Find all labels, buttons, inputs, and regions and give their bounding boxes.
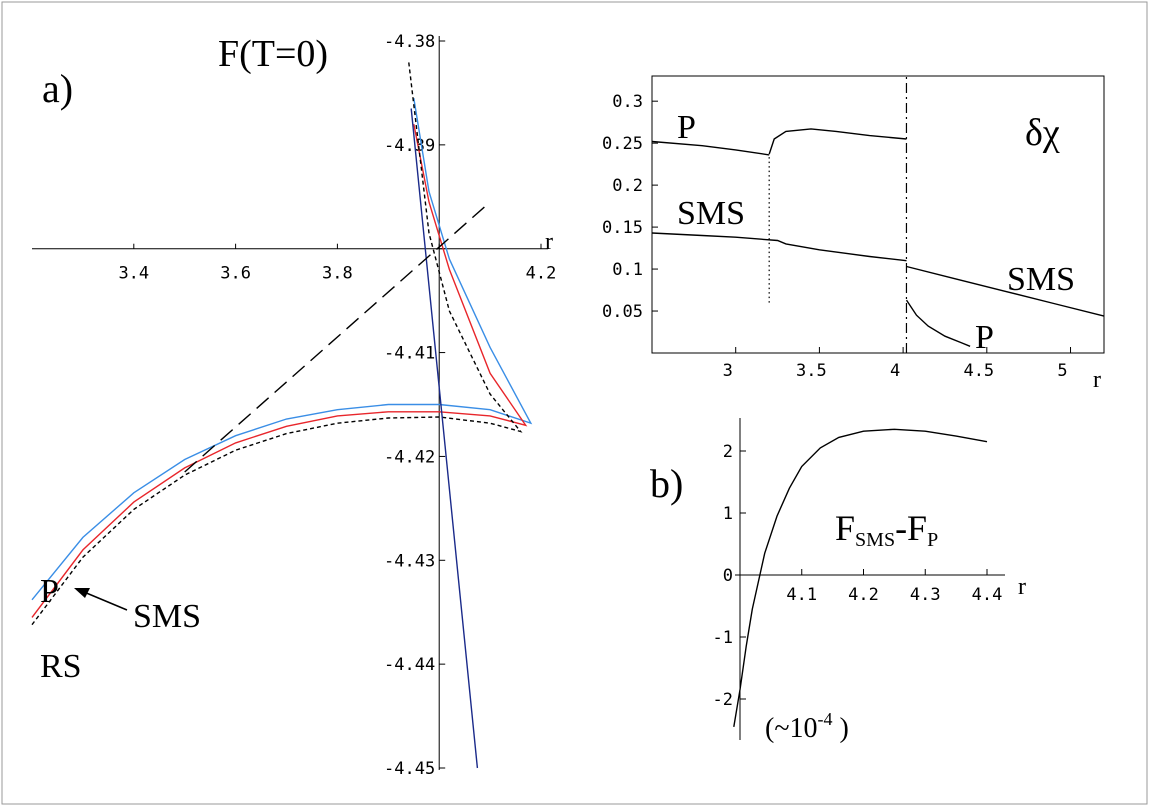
panel-a-y-tick-label: -4.38 [384, 32, 435, 52]
panel-delta-chi-curves [651, 76, 1105, 353]
panel-b-x-tick-label: 4.1 [786, 585, 817, 605]
dc-x-tick-label: 3 [723, 361, 733, 381]
dc-series-1 [768, 128, 907, 155]
panel-a-series-2 [31, 61, 523, 626]
dc-curve-label-p-upper: P [677, 109, 696, 146]
panel-a-y-tick-label: -4.44 [384, 655, 435, 675]
dc-y-tick-label: 0.2 [612, 176, 643, 196]
panel-b-y-tick-label: -2 [713, 690, 733, 710]
dc-series-4 [905, 299, 971, 347]
panel-a-x-tick-label: 3.6 [220, 264, 251, 284]
panel-delta-chi-xlabel: r [1093, 367, 1101, 393]
panel-b-x-tick-label: 4.2 [848, 585, 879, 605]
scale-close: ) [832, 713, 848, 744]
ylabel-dash-f2: -F [895, 508, 927, 548]
panel-b-x-tick-label: 4.3 [910, 585, 941, 605]
panel-b-label: b) [650, 461, 683, 506]
panel-a-axes: 3.4 3.6 3.8 4.2 -4.38 -4.39 -4.41 -4.42 -4.43 -4.… [32, 32, 556, 779]
dc-curve-label-p-lower: P [975, 319, 994, 356]
scale-open: (~10 [765, 713, 817, 744]
panel-a-title: F(T=0) [218, 33, 328, 75]
dc-curve-label-sms-left: SMS [677, 195, 745, 232]
ylabel-sub-p: P [927, 529, 938, 551]
panel-b-curves [733, 428, 988, 728]
panel-b-y-tick-label: 0 [723, 566, 733, 586]
panel-a-series-3 [410, 108, 479, 769]
panel-a-series-0 [31, 97, 533, 601]
ylabel-sub-sms: SMS [855, 529, 895, 551]
panel-a-curves [31, 61, 533, 769]
dc-x-tick-label: 5 [1057, 361, 1067, 381]
panel-a-x-tick-label: 3.4 [118, 264, 149, 284]
curve-label-sms: SMS [133, 598, 201, 635]
sms-arrow [74, 588, 128, 611]
panel-b-y-tick-label: 2 [723, 442, 733, 462]
curve-label-rs: RS [40, 648, 82, 685]
dc-series-2 [651, 232, 907, 262]
dc-series-3 [906, 265, 1105, 317]
dc-y-tick-label: 0.1 [612, 260, 643, 280]
panel-b-ylabel: FSMS-FP [835, 508, 938, 551]
panel-a-xlabel: r [545, 229, 553, 255]
dc-series-0 [651, 140, 770, 156]
panel-b-axes: 4.1 4.2 4.3 4.4 -2 -1 0 1 2 [713, 418, 1005, 740]
dc-y-tick-label: 0.15 [602, 218, 643, 238]
panel-a-chart: a) F(T=0) 3.4 3.6 3.8 4.2 -4.38 -4.39 -4.41 -4.… [31, 32, 556, 779]
panel-delta-chi-title: δχ [1025, 112, 1060, 154]
panel-delta-chi-axes: 3 3.5 4 4.5 5 0.05 0.1 0.15 0.2 0.25 0.3 [602, 92, 1072, 381]
panel-b-y-tick-label: -1 [713, 628, 733, 648]
dc-x-tick-label: 4.5 [963, 361, 994, 381]
dc-x-tick-label: 4 [890, 361, 900, 381]
panel-a-y-tick-label: -4.45 [384, 759, 435, 779]
panel-a-series-1 [31, 123, 528, 618]
panel-a-y-tick-label: -4.43 [384, 551, 435, 571]
panel-b-series-0 [733, 428, 988, 728]
panel-a-x-tick-label: 4.2 [526, 264, 557, 284]
panel-a-y-tick-label: -4.39 [384, 136, 435, 156]
panel-delta-chi-box [651, 75, 1105, 354]
panel-a-label: a) [42, 66, 73, 111]
panel-b-y-tick-label: 1 [723, 504, 733, 524]
panel-a-series-4 [184, 201, 491, 473]
panel-a-y-tick-label: -4.41 [384, 344, 435, 364]
dc-y-tick-label: 0.25 [602, 134, 643, 154]
scale-exp: -4 [817, 709, 832, 729]
panel-b-x-tick-label: 4.4 [972, 585, 1003, 605]
panel-b-xlabel: r [1018, 574, 1026, 600]
curve-label-p: P [40, 573, 59, 610]
dc-x-tick-label: 3.5 [796, 361, 827, 381]
panel-b-chart: b) 4.1 4.2 4.3 4.4 -2 -1 0 1 2 r FSMS-FP (~10-4 … [650, 418, 1026, 744]
dc-y-tick-label: 0.05 [602, 302, 643, 322]
panel-delta-chi-chart: 3 3.5 4 4.5 5 0.05 0.1 0.15 0.2 0.25 0.3 δχ r P SM… [602, 75, 1105, 393]
ylabel-f1: F [835, 508, 855, 548]
panel-a-x-tick-label: 3.8 [322, 264, 353, 284]
panel-b-scale-note: (~10-4 ) [765, 709, 849, 744]
panel-a-y-tick-label: -4.42 [384, 447, 435, 467]
dc-y-tick-label: 0.3 [612, 92, 643, 112]
dc-curve-label-sms-right: SMS [1007, 261, 1075, 298]
